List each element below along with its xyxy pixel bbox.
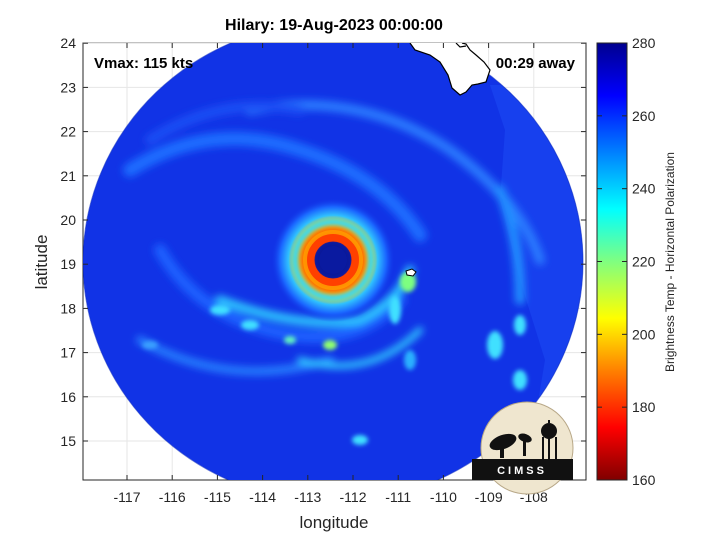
- colorbar-tick-label: 240: [632, 181, 656, 197]
- y-axis-ticks: 15 16 17 18 19 20 21 22 23 24: [60, 35, 586, 449]
- chart-title: Hilary: 19-Aug-2023 00:00:00: [225, 17, 443, 34]
- y-tick-label: 15: [60, 433, 76, 449]
- x-tick-label: -111: [385, 489, 411, 505]
- colorbar-tick-label: 160: [632, 472, 656, 488]
- colorbar-tick-label: 280: [632, 35, 656, 51]
- colorbar-tick-label: 180: [632, 399, 656, 415]
- colorbar-tick-label: 200: [632, 326, 656, 342]
- y-tick-label: 20: [60, 212, 76, 228]
- x-axis-label: longitude: [299, 513, 368, 532]
- logo-text: CIMSS: [497, 465, 547, 477]
- y-tick-label: 17: [60, 345, 76, 361]
- brightness-temperature-swath: [83, 43, 584, 480]
- x-tick-label: -116: [159, 489, 186, 505]
- y-tick-label: 22: [60, 124, 76, 140]
- y-tick-label: 16: [60, 389, 76, 405]
- y-tick-label: 24: [60, 35, 76, 51]
- cimss-logo: CIMSS: [472, 401, 574, 495]
- y-tick-label: 23: [60, 79, 76, 95]
- vmax-readout: Vmax: 115 kts: [94, 55, 193, 72]
- coastline: [409, 43, 491, 96]
- colorbar-tick-label: 260: [632, 108, 656, 124]
- time-away-readout: 00:29 away: [496, 55, 576, 72]
- x-tick-label: -115: [204, 489, 231, 505]
- x-tick-label: -112: [340, 489, 367, 505]
- colorbar-tick-label: 220: [632, 254, 656, 270]
- y-tick-label: 21: [60, 168, 76, 184]
- island: [405, 268, 417, 277]
- colorbar-label: Brightness Temp - Horizontal Polarizatio…: [663, 152, 677, 372]
- colorbar-ticks: 160 180 200 220 240 260 280: [597, 35, 656, 488]
- x-tick-label: -113: [294, 489, 321, 505]
- water-tower-icon: [541, 423, 557, 439]
- x-tick-label: -117: [114, 489, 141, 505]
- y-tick-label: 18: [60, 300, 76, 316]
- x-tick-label: -109: [475, 489, 503, 505]
- y-tick-label: 19: [60, 256, 76, 272]
- x-tick-label: -110: [430, 489, 457, 505]
- satellite-dish-icon: [489, 433, 517, 451]
- x-tick-label: -114: [249, 489, 276, 505]
- y-axis-label: latitude: [32, 235, 51, 290]
